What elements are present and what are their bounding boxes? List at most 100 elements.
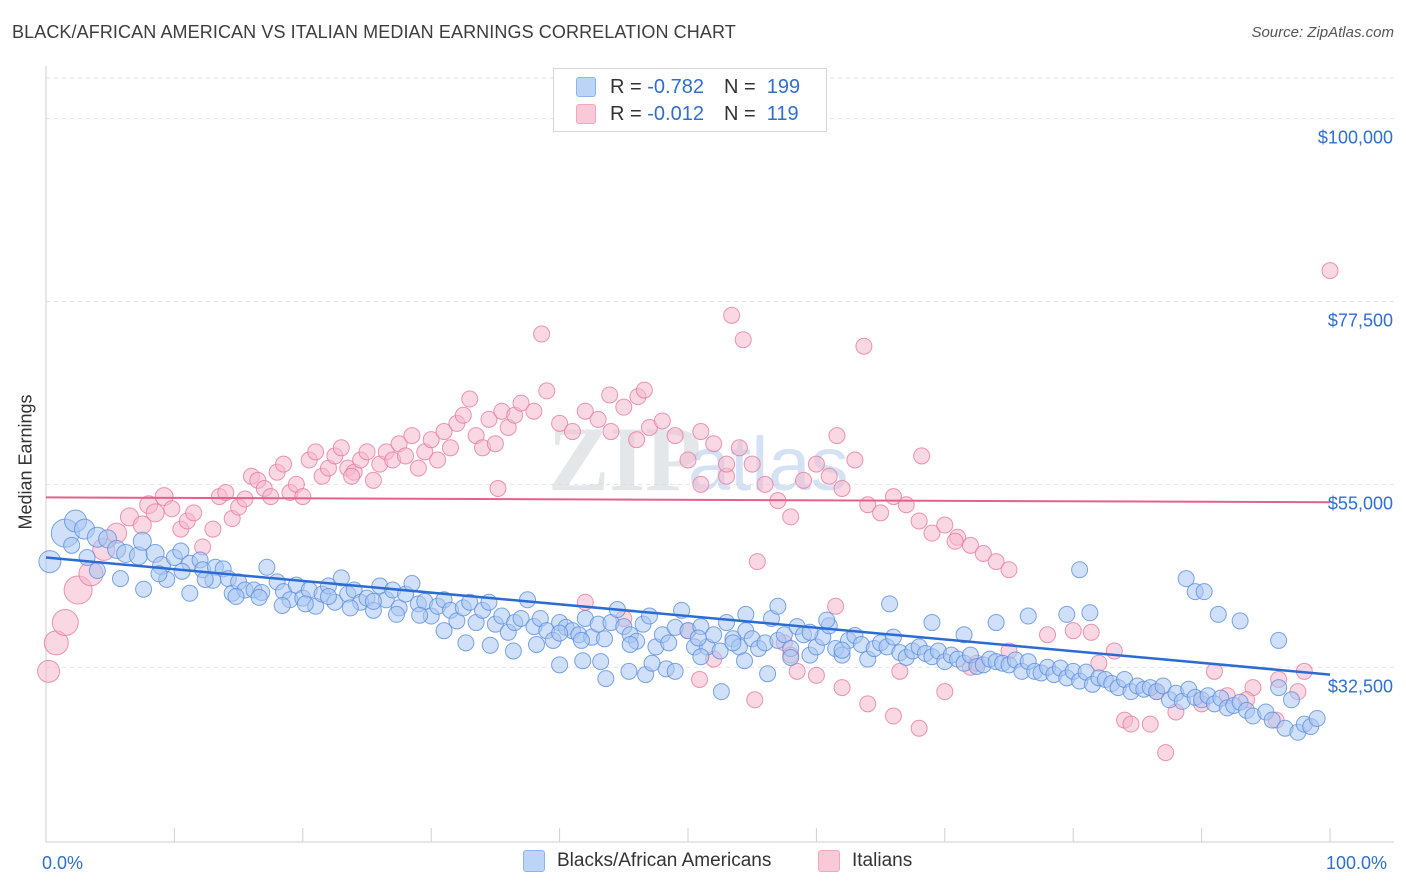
italian-point <box>601 386 619 404</box>
italian-point <box>743 455 761 473</box>
black-point <box>818 611 836 629</box>
legend-swatch-blacks <box>523 850 545 872</box>
italian-point <box>691 670 709 688</box>
italian-point <box>723 306 741 324</box>
legend-swatch-italians <box>818 850 840 872</box>
italian-point <box>435 423 453 441</box>
black-point <box>551 656 569 674</box>
legend-label-blacks: Blacks/African Americans <box>557 850 772 871</box>
italian-point <box>827 597 845 615</box>
italian-point <box>358 443 376 461</box>
italian-point <box>897 496 915 514</box>
black-point <box>388 605 406 623</box>
legend-row-italians: R = -0.012 N = 119 <box>576 100 799 128</box>
italian-point <box>828 427 846 445</box>
italian-point <box>795 471 813 489</box>
black-point <box>258 558 276 576</box>
italian-point <box>807 455 825 473</box>
series-legend: Blacks/African Americans Italians <box>0 850 1406 880</box>
italian-point <box>987 553 1005 571</box>
black-point <box>341 599 359 617</box>
italian-point <box>635 381 653 399</box>
black-point <box>592 653 610 671</box>
black-point <box>724 634 742 652</box>
italian-point <box>51 609 79 637</box>
stats-legend: R = -0.782 N = 199 R = -0.012 N = 119 <box>553 68 827 132</box>
black-point <box>640 607 658 625</box>
black-point <box>643 654 661 672</box>
italian-point <box>705 435 723 453</box>
x-tick-label-max: 100.0% <box>1326 853 1388 873</box>
italian-point <box>364 471 382 489</box>
y-tick-label: $55,000 <box>1328 493 1393 513</box>
black-point <box>1071 561 1089 579</box>
italian-point <box>480 410 498 428</box>
italian-point <box>718 455 736 473</box>
black-point <box>620 662 638 680</box>
italian-point <box>1039 626 1057 644</box>
italian-point <box>746 691 764 709</box>
black-point <box>435 622 453 640</box>
italian-point <box>37 659 61 683</box>
italian-point <box>538 382 556 400</box>
n-label: N = <box>723 75 756 98</box>
italian-point <box>692 475 710 493</box>
black-point <box>512 609 530 627</box>
black-point <box>1177 570 1195 588</box>
legend-label-italians: Italians <box>852 850 913 871</box>
trend-line-blacks <box>45 556 1331 676</box>
r-label: R = <box>610 102 642 125</box>
italian-point <box>748 553 766 571</box>
italian-point <box>679 451 697 469</box>
black-point <box>1263 711 1281 729</box>
italian-point <box>397 447 415 465</box>
italian-point <box>429 451 447 469</box>
black-point <box>718 614 736 632</box>
y-tick-labels: $100,000 $77,500 $55,000 $32,500 <box>1318 128 1393 697</box>
y-axis-title: Median Earnings <box>15 394 36 530</box>
black-point <box>596 630 614 648</box>
black-point <box>621 635 639 653</box>
black-point <box>735 652 753 670</box>
legend-item-blacks[interactable]: Blacks/African Americans <box>523 850 771 872</box>
black-point <box>775 626 793 644</box>
black-point <box>78 549 96 567</box>
italian-point <box>884 707 902 725</box>
black-point <box>250 588 268 606</box>
italian-point <box>756 475 774 493</box>
italian-point <box>454 406 472 424</box>
italian-point <box>422 431 440 449</box>
italian-point <box>734 331 752 349</box>
black-point <box>1282 691 1300 709</box>
r-label: R = <box>610 75 642 98</box>
italian-point <box>343 467 361 485</box>
italian-point <box>525 402 543 420</box>
italian-point <box>512 394 530 412</box>
black-point <box>63 536 81 554</box>
italian-point <box>1321 262 1339 280</box>
black-point <box>955 626 973 644</box>
black-point <box>1058 605 1076 623</box>
black-point <box>782 649 800 667</box>
italian-point <box>653 412 671 430</box>
black-point <box>881 595 899 613</box>
black-point <box>111 570 129 588</box>
italian-point <box>1122 715 1140 733</box>
italian-point <box>1000 561 1018 579</box>
axes <box>45 66 1394 843</box>
italian-point <box>409 459 427 477</box>
legend-row-blacks: R = -0.782 N = 199 <box>576 73 800 101</box>
italian-point <box>628 431 646 449</box>
italian-point <box>913 447 931 465</box>
black-point <box>411 606 429 624</box>
black-point <box>666 662 684 680</box>
black-point <box>38 550 62 574</box>
black-point <box>712 683 730 701</box>
italian-point <box>602 423 620 441</box>
legend-item-italians[interactable]: Italians <box>818 850 912 872</box>
italian-point <box>807 666 825 684</box>
black-point <box>692 648 710 666</box>
black-point <box>759 665 777 683</box>
italian-point <box>846 451 864 469</box>
italian-point <box>145 503 165 523</box>
